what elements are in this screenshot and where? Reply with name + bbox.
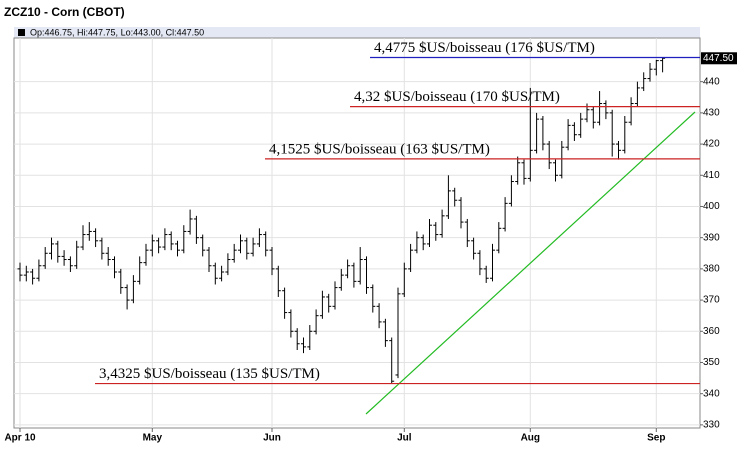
y-tick-label: 330 bbox=[703, 420, 720, 431]
y-tick-label: 350 bbox=[703, 357, 720, 368]
marks bbox=[17, 57, 666, 384]
level-label: 3,4325 $US/boisseau (135 $US/TM) bbox=[99, 366, 320, 382]
plot-frame bbox=[13, 37, 701, 429]
y-tick-label: 390 bbox=[703, 232, 720, 243]
info-icon bbox=[18, 29, 25, 36]
x-tick-label: Jul bbox=[397, 433, 412, 444]
trend-line bbox=[365, 111, 696, 415]
info-text: Op:446.75, Hi:447.75, Lo:443.00, Cl:447.… bbox=[30, 27, 204, 37]
y-tick-label: 380 bbox=[703, 264, 720, 275]
y-tick-label: 430 bbox=[703, 108, 720, 119]
y-tick-label: 410 bbox=[703, 170, 720, 181]
x-tick-label: May bbox=[143, 433, 163, 444]
last-price-box bbox=[701, 52, 737, 65]
y-tick-label: 360 bbox=[703, 326, 720, 337]
level-label: 4,4775 $US/boisseau (176 $US/TM) bbox=[374, 40, 595, 56]
x-tick-label: Sep bbox=[647, 433, 665, 444]
y-tick-label: 370 bbox=[703, 295, 720, 306]
last-price-label: 447.50 bbox=[703, 53, 734, 64]
level-label: 4,1525 $US/boisseau (163 $US/TM) bbox=[269, 141, 490, 157]
x-tick-label: Jun bbox=[263, 433, 281, 444]
x-tick-label: Aug bbox=[521, 433, 540, 444]
y-tick-label: 400 bbox=[703, 201, 720, 212]
chart-title: ZCZ10 - Corn (CBOT) bbox=[4, 5, 125, 19]
y-tick-label: 420 bbox=[703, 139, 720, 150]
y-tick-label: 440 bbox=[703, 76, 720, 87]
x-tick-label: Apr 10 bbox=[4, 433, 36, 444]
y-tick-label: 340 bbox=[703, 388, 720, 399]
level-label: 4,32 $US/boisseau (170 $US/TM) bbox=[354, 89, 560, 105]
info-bar bbox=[14, 27, 700, 38]
grid bbox=[14, 38, 700, 428]
